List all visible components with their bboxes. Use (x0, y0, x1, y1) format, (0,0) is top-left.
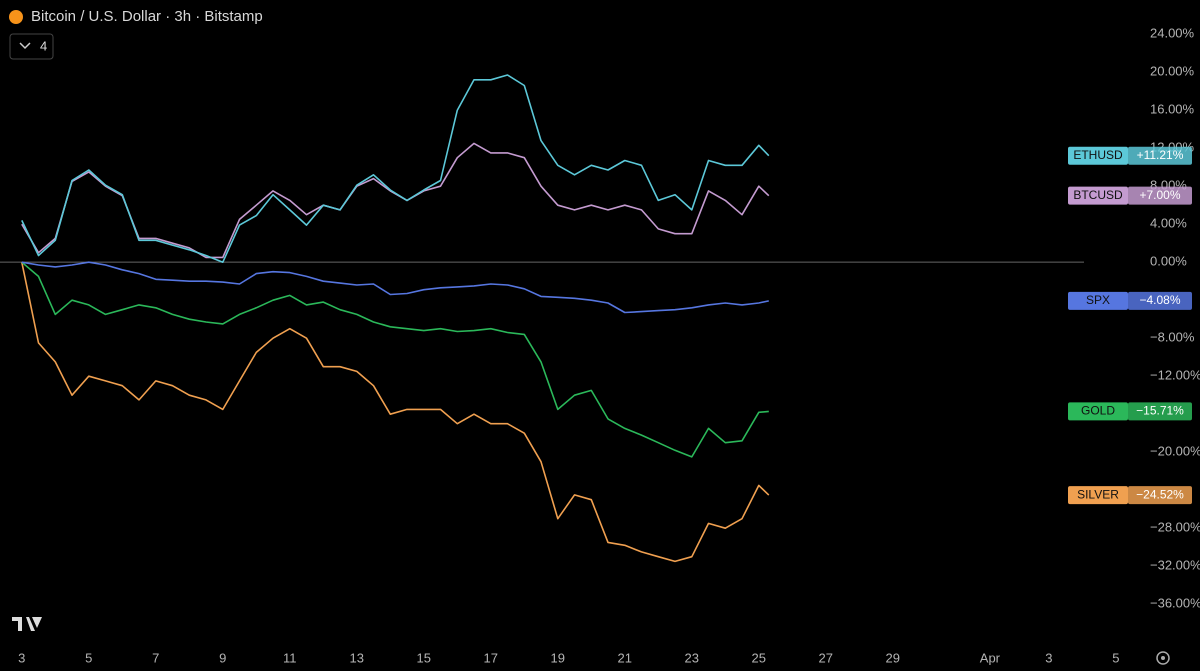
series-line (21, 261, 769, 458)
chevron-icon (19, 42, 31, 50)
x-tick-label: 29 (886, 650, 900, 665)
badge-value-bg (1128, 146, 1192, 165)
badge-name-bg (1068, 402, 1128, 421)
y-tick-label: 0.00% (1150, 254, 1187, 269)
x-tick-label: 23 (685, 650, 699, 665)
x-tick-label: 21 (618, 650, 632, 665)
badge-name-bg (1068, 146, 1128, 165)
x-tick-label: 9 (219, 650, 226, 665)
series-line (21, 262, 770, 563)
y-tick-label: −28.00% (1150, 520, 1200, 535)
y-tick-label: 20.00% (1150, 64, 1195, 79)
x-tick-label: 17 (484, 650, 498, 665)
indicator-count: 4 (40, 38, 47, 53)
series-badge: SILVER −24.52% (1068, 486, 1192, 505)
badge-value: +7.00% (1139, 188, 1180, 202)
x-tick-label: 3 (1045, 650, 1052, 665)
x-tick-label: 3 (18, 650, 25, 665)
tv-logo (12, 617, 42, 631)
badge-name: SILVER (1077, 487, 1119, 501)
badge-value: −24.52% (1136, 487, 1184, 501)
series-badge: BTCUSD +7.00% (1068, 186, 1192, 205)
settings-icon[interactable] (1156, 651, 1170, 665)
badge-value-bg (1128, 186, 1192, 205)
x-tick-label: 19 (551, 650, 565, 665)
badge-name-bg (1068, 186, 1128, 205)
x-tick-label: 13 (350, 650, 364, 665)
badge-value-bg (1128, 291, 1192, 310)
x-tick-label: Apr (980, 650, 1001, 665)
y-tick-label: 4.00% (1150, 216, 1187, 231)
badge-name-bg (1068, 486, 1128, 505)
indicator-toggle[interactable] (9, 33, 54, 60)
x-tick-label: 25 (752, 650, 766, 665)
x-tick-label: 7 (152, 650, 159, 665)
badge-value: −4.08% (1139, 293, 1180, 307)
badge-name: ETHUSD (1073, 148, 1123, 162)
series-badge: ETHUSD +11.21% (1068, 146, 1192, 165)
btc-icon (9, 10, 23, 24)
series-line (21, 261, 769, 314)
y-tick-label: 16.00% (1150, 102, 1195, 117)
x-tick-label: 5 (85, 650, 92, 665)
badge-name: BTCUSD (1073, 188, 1123, 202)
badge-name: SPX (1086, 293, 1110, 307)
chart-title: Bitcoin / U.S. Dollar · 3h · Bitstamp (31, 8, 263, 25)
series-line (21, 74, 770, 263)
settings-icon-dot (1161, 656, 1165, 660)
x-tick-label: 27 (819, 650, 833, 665)
badge-value: −15.71% (1136, 404, 1184, 418)
badge-name: GOLD (1081, 404, 1115, 418)
x-tick-label: 5 (1112, 650, 1119, 665)
y-tick-label: −20.00% (1150, 444, 1200, 459)
badge-value-bg (1128, 486, 1192, 505)
badge-value: +11.21% (1137, 148, 1184, 162)
y-tick-label: −36.00% (1150, 596, 1200, 611)
y-tick-label: 24.00% (1150, 26, 1195, 41)
x-tick-label: 15 (417, 650, 431, 665)
y-tick-label: −12.00% (1150, 368, 1200, 383)
y-tick-label: −8.00% (1150, 330, 1195, 345)
x-tick-label: 11 (283, 650, 297, 665)
series-badge: GOLD −15.71% (1068, 402, 1192, 421)
y-tick-label: −32.00% (1150, 558, 1200, 573)
badge-value-bg (1128, 402, 1192, 421)
badge-name-bg (1068, 291, 1128, 310)
series-badge: SPX −4.08% (1068, 291, 1192, 310)
